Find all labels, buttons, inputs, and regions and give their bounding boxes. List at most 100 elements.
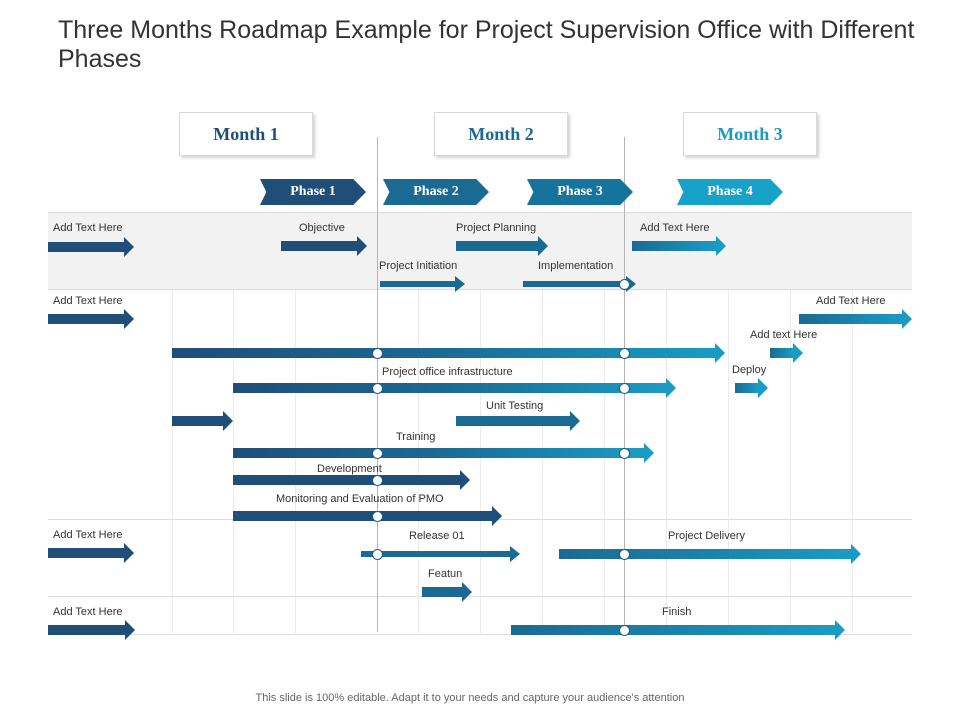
arrow-head-icon [644, 443, 654, 463]
timeline-bar [281, 236, 367, 256]
grid-line [666, 290, 667, 635]
arrow-head-icon [460, 470, 470, 490]
bar-label: Finish [662, 606, 692, 618]
milestone-dot [619, 348, 630, 359]
milestone-dot [619, 625, 630, 636]
milestone-dot [372, 511, 383, 522]
milestone-dot [619, 279, 630, 290]
bar-label: Project Delivery [668, 530, 746, 542]
grid-line [480, 290, 481, 635]
bar-shaft [523, 281, 626, 287]
arrow-head-icon [716, 236, 726, 256]
bar-label: Training [396, 431, 436, 443]
bar-label: Featun [428, 568, 463, 580]
timeline-bar [770, 343, 803, 363]
grid-line [852, 290, 853, 635]
grid-line [172, 290, 173, 635]
bar-label: Project office infrastructure [382, 366, 513, 378]
timeline-bar [456, 236, 548, 256]
grid-line [790, 290, 791, 635]
arrow-head-icon [124, 309, 134, 329]
grid-line [542, 290, 543, 635]
arrow-head-icon [715, 343, 725, 363]
timeline-bar [735, 378, 768, 398]
bar-label: Release 01 [409, 530, 465, 542]
bar-label: Add Text Here [53, 295, 123, 307]
arrow-head-icon [835, 620, 845, 640]
bar-shaft [233, 448, 644, 458]
bar-label: Add Text Here [816, 295, 886, 307]
bar-shaft [172, 416, 223, 426]
arrow-head-icon [223, 411, 233, 431]
bar-label: Deploy [732, 364, 767, 376]
milestone-dot [619, 549, 630, 560]
row-divider [48, 212, 912, 213]
timeline-bar [48, 620, 135, 640]
arrow-head-icon [455, 276, 465, 292]
bar-shaft [799, 314, 902, 324]
milestone-dot [372, 549, 383, 560]
bar-shaft [233, 475, 460, 485]
arrow-head-icon [492, 506, 502, 526]
bar-shaft [48, 242, 124, 252]
bar-label: Unit Testing [486, 400, 544, 412]
bar-shaft [233, 511, 492, 521]
month-1-card: Month 1 [179, 112, 313, 156]
arrow-head-icon [570, 411, 580, 431]
timeline-bar [48, 543, 134, 563]
grid-line [604, 290, 605, 635]
bar-label: Development [317, 463, 382, 475]
bar-label: Monitoring and Evaluation of PMO [276, 493, 444, 505]
timeline-bar [48, 237, 134, 257]
bar-label: Add Text Here [53, 606, 123, 618]
timeline-bar [523, 276, 636, 292]
milestone-dot [372, 475, 383, 486]
bar-shaft [361, 551, 510, 557]
arrow-head-icon [626, 276, 636, 292]
timeline-bar [632, 236, 726, 256]
phase-3-chevron: Phase 3 [527, 179, 633, 205]
milestone-dot [372, 448, 383, 459]
bar-label: Add text Here [750, 329, 818, 341]
bar-shaft [456, 241, 538, 251]
timeline-bar [559, 544, 861, 564]
milestone-dot [372, 383, 383, 394]
bar-shaft [770, 348, 793, 358]
bar-shaft [511, 625, 835, 635]
bar-shaft [632, 241, 716, 251]
timeline-bar [511, 620, 845, 640]
bar-label: Add Text Here [640, 222, 710, 234]
slide-title: Three Months Roadmap Example for Project… [58, 16, 915, 73]
arrow-head-icon [793, 343, 803, 363]
bar-shaft [48, 548, 124, 558]
bar-shaft [380, 281, 455, 287]
timeline-bar [456, 411, 580, 431]
bar-label: Project Initiation [379, 260, 458, 272]
timeline-bar [48, 309, 134, 329]
month-3-card: Month 3 [683, 112, 817, 156]
timeline-bar [422, 582, 472, 602]
timeline-bar [799, 309, 912, 329]
milestone-dot [372, 348, 383, 359]
arrow-head-icon [902, 309, 912, 329]
bar-shaft [281, 241, 357, 251]
arrow-head-icon [357, 236, 367, 256]
bar-label: Add Text Here [53, 529, 123, 541]
arrow-head-icon [758, 378, 768, 398]
timeline-bar [233, 443, 654, 463]
grid-line [728, 290, 729, 635]
bar-label: Project Planning [456, 222, 537, 234]
bar-label: Add Text Here [53, 222, 123, 234]
timeline-bar [172, 343, 725, 363]
bar-shaft [48, 625, 125, 635]
bar-shaft [233, 383, 666, 393]
timeline-bar [233, 506, 502, 526]
arrow-head-icon [510, 546, 520, 562]
arrow-head-icon [851, 544, 861, 564]
arrow-head-icon [125, 620, 135, 640]
arrow-head-icon [666, 378, 676, 398]
timeline-bar [233, 378, 676, 398]
arrow-head-icon [462, 582, 472, 602]
arrow-head-icon [124, 237, 134, 257]
grid-line [418, 290, 419, 635]
